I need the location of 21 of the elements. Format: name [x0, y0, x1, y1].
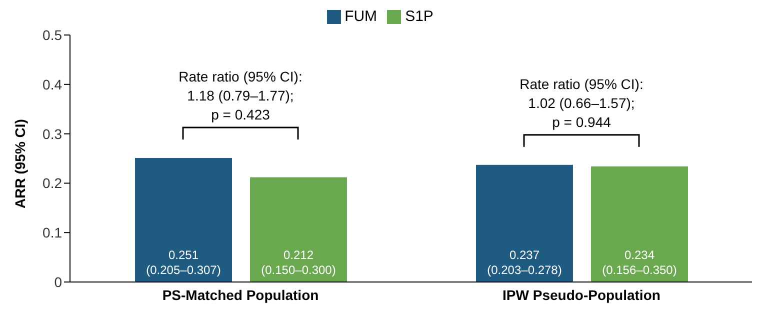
y-axis-title: ARR (95% CI): [12, 119, 28, 208]
y-tick-label: 0.1: [42, 224, 62, 241]
data-label: 0.212 (0.150–0.300): [261, 248, 336, 277]
y-tick-label: 0.4: [42, 76, 62, 92]
legend-label: S1P: [405, 8, 434, 25]
y-tick-label: 0.3: [42, 126, 62, 142]
bar: [135, 158, 232, 282]
data-label: 0.234 (0.156–0.350): [602, 248, 677, 277]
bar: [476, 164, 573, 282]
x-tick-label: IPW Pseudo-Population: [502, 286, 660, 303]
x-tick-label: PS-Matched Population: [162, 286, 319, 303]
data-label: 0.251 (0.205–0.307): [146, 248, 221, 277]
annotation: Rate ratio (95% CI): 1.18 (0.79–1.77); p = 0.423: [178, 68, 302, 122]
legend-label: FUM: [344, 8, 378, 25]
y-tick-label: 0: [54, 274, 62, 290]
annotation: Rate ratio (95% CI): 1.02 (0.66–1.57); p = 0.944: [520, 76, 644, 130]
y-tick-label: 0.5: [42, 26, 62, 43]
bar: [591, 166, 688, 282]
data-label: 0.237 (0.203–0.278): [487, 248, 562, 277]
y-tick-label: 0.2: [42, 175, 62, 192]
bar: [250, 177, 347, 282]
